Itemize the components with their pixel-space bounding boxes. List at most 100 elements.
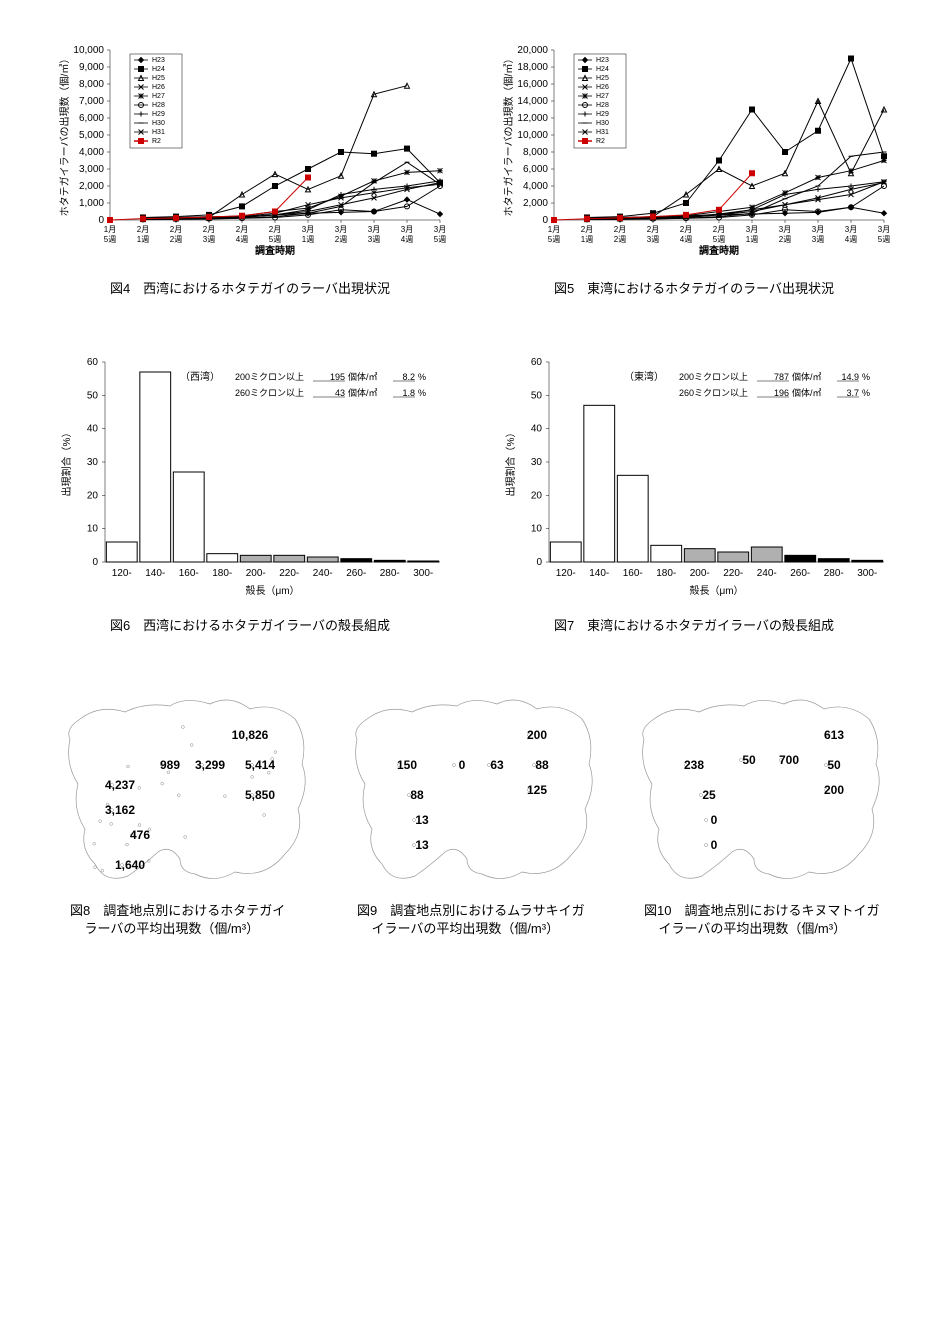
svg-text:2週: 2週 — [170, 235, 182, 244]
svg-text:5週: 5週 — [434, 235, 446, 244]
svg-text:3週: 3週 — [812, 235, 824, 244]
svg-text:5週: 5週 — [104, 235, 116, 244]
svg-text:3月: 3月 — [302, 225, 314, 234]
svg-text:10,826: 10,826 — [232, 728, 269, 742]
svg-text:195: 195 — [330, 372, 345, 382]
svg-text:調査時期: 調査時期 — [699, 244, 739, 257]
svg-text:196: 196 — [774, 388, 789, 398]
svg-text:160-: 160- — [623, 568, 643, 579]
row-maps: 10,8269893,2995,4144,2375,8503,1624761,6… — [50, 684, 894, 938]
svg-text:1週: 1週 — [137, 235, 149, 244]
svg-text:2月: 2月 — [614, 225, 626, 234]
svg-text:43: 43 — [335, 388, 345, 398]
svg-text:H29: H29 — [596, 111, 609, 118]
svg-text:1月: 1月 — [104, 225, 116, 234]
svg-text:260ミクロン以上: 260ミクロン以上 — [679, 388, 748, 398]
svg-text:3月: 3月 — [335, 225, 347, 234]
svg-text:14,000: 14,000 — [517, 96, 548, 107]
svg-text:H25: H25 — [596, 75, 609, 82]
svg-text:殻長（μm）: 殻長（μm） — [689, 584, 743, 597]
svg-text:25: 25 — [702, 788, 716, 802]
panel-fig9: 20015006388125881313 図9 調査地点別におけるムラサキイガ … — [337, 684, 607, 938]
svg-text:238: 238 — [684, 758, 704, 772]
panel-fig5: 02,0004,0006,0008,00010,00012,00014,0001… — [494, 40, 894, 297]
svg-text:2月: 2月 — [236, 225, 248, 234]
svg-text:280-: 280- — [824, 568, 844, 579]
svg-text:個体/㎥: 個体/㎥ — [792, 371, 822, 382]
row-histograms: 0102030405060120-140-160-180-200-220-240… — [50, 347, 894, 634]
svg-text:4週: 4週 — [401, 235, 413, 244]
svg-text:150: 150 — [397, 758, 417, 772]
svg-text:出現割合（%）: 出現割合（%） — [60, 428, 73, 497]
chart-fig7: 0102030405060120-140-160-180-200-220-240… — [494, 347, 894, 607]
svg-text:4週: 4週 — [845, 235, 857, 244]
svg-text:180-: 180- — [212, 568, 232, 579]
svg-text:2月: 2月 — [680, 225, 692, 234]
svg-text:H28: H28 — [152, 102, 165, 109]
svg-text:5,850: 5,850 — [245, 788, 275, 802]
svg-text:13: 13 — [415, 838, 429, 852]
svg-text:ホタテガイラーバの出現数（個/㎥）: ホタテガイラーバの出現数（個/㎥） — [58, 54, 71, 217]
svg-text:10: 10 — [531, 524, 543, 535]
svg-text:10,000: 10,000 — [73, 45, 104, 56]
svg-text:240-: 240- — [313, 568, 333, 579]
svg-text:2月: 2月 — [647, 225, 659, 234]
svg-text:0: 0 — [92, 557, 98, 568]
svg-text:260-: 260- — [790, 568, 810, 579]
panel-fig4: 01,0002,0003,0004,0005,0006,0007,0008,00… — [50, 40, 450, 297]
svg-text:989: 989 — [160, 758, 180, 772]
svg-text:200ミクロン以上: 200ミクロン以上 — [235, 372, 304, 382]
svg-text:2月: 2月 — [713, 225, 725, 234]
svg-text:5週: 5週 — [269, 235, 281, 244]
svg-text:5週: 5週 — [713, 235, 725, 244]
svg-text:12,000: 12,000 — [517, 113, 548, 124]
svg-text:200: 200 — [824, 783, 844, 797]
svg-text:180-: 180- — [656, 568, 676, 579]
caption-fig8: 図8 調査地点別におけるホタテガイ ラーバの平均出現数（個/m³） — [50, 902, 320, 938]
svg-text:殻長（μm）: 殻長（μm） — [245, 584, 299, 597]
svg-text:60: 60 — [531, 357, 543, 368]
svg-text:5週: 5週 — [878, 235, 890, 244]
panel-fig7: 0102030405060120-140-160-180-200-220-240… — [494, 347, 894, 634]
svg-text:613: 613 — [824, 728, 844, 742]
svg-text:3月: 3月 — [746, 225, 758, 234]
svg-text:63: 63 — [490, 758, 504, 772]
svg-text:120-: 120- — [112, 568, 132, 579]
svg-text:50: 50 — [531, 390, 543, 401]
svg-text:3,000: 3,000 — [79, 164, 104, 175]
svg-text:0: 0 — [536, 557, 542, 568]
svg-text:88: 88 — [535, 758, 549, 772]
svg-text:R2: R2 — [152, 138, 161, 145]
map-fig9: 20015006388125881313 — [337, 684, 607, 894]
svg-text:200-: 200- — [690, 568, 710, 579]
svg-text:8,000: 8,000 — [523, 147, 548, 158]
svg-text:3週: 3週 — [647, 235, 659, 244]
svg-text:0: 0 — [711, 838, 718, 852]
svg-text:2月: 2月 — [581, 225, 593, 234]
svg-text:5,414: 5,414 — [245, 758, 275, 772]
svg-text:220-: 220- — [723, 568, 743, 579]
svg-text:1週: 1週 — [746, 235, 758, 244]
svg-text:3週: 3週 — [203, 235, 215, 244]
svg-text:50: 50 — [827, 758, 841, 772]
svg-text:40: 40 — [531, 424, 543, 435]
svg-text:4,000: 4,000 — [523, 181, 548, 192]
svg-text:9,000: 9,000 — [79, 62, 104, 73]
svg-text:H30: H30 — [596, 120, 609, 127]
svg-text:H23: H23 — [152, 57, 165, 64]
svg-text:700: 700 — [779, 753, 799, 767]
map-fig10: 61323850700502002500 — [624, 684, 894, 894]
svg-text:4,237: 4,237 — [105, 778, 135, 792]
svg-text:6,000: 6,000 — [79, 113, 104, 124]
svg-text:H26: H26 — [596, 84, 609, 91]
svg-text:個体/㎥: 個体/㎥ — [348, 371, 378, 382]
chart-fig5: 02,0004,0006,0008,00010,00012,00014,0001… — [494, 40, 894, 270]
svg-text:120-: 120- — [556, 568, 576, 579]
svg-text:3,162: 3,162 — [105, 803, 135, 817]
svg-text:個体/㎥: 個体/㎥ — [348, 387, 378, 398]
svg-text:2週: 2週 — [779, 235, 791, 244]
caption-fig10: 図10 調査地点別におけるキヌマトイガ イラーバの平均出現数（個/m³） — [624, 902, 894, 938]
svg-text:H27: H27 — [596, 93, 609, 100]
svg-text:H23: H23 — [596, 57, 609, 64]
panel-fig6: 0102030405060120-140-160-180-200-220-240… — [50, 347, 450, 634]
